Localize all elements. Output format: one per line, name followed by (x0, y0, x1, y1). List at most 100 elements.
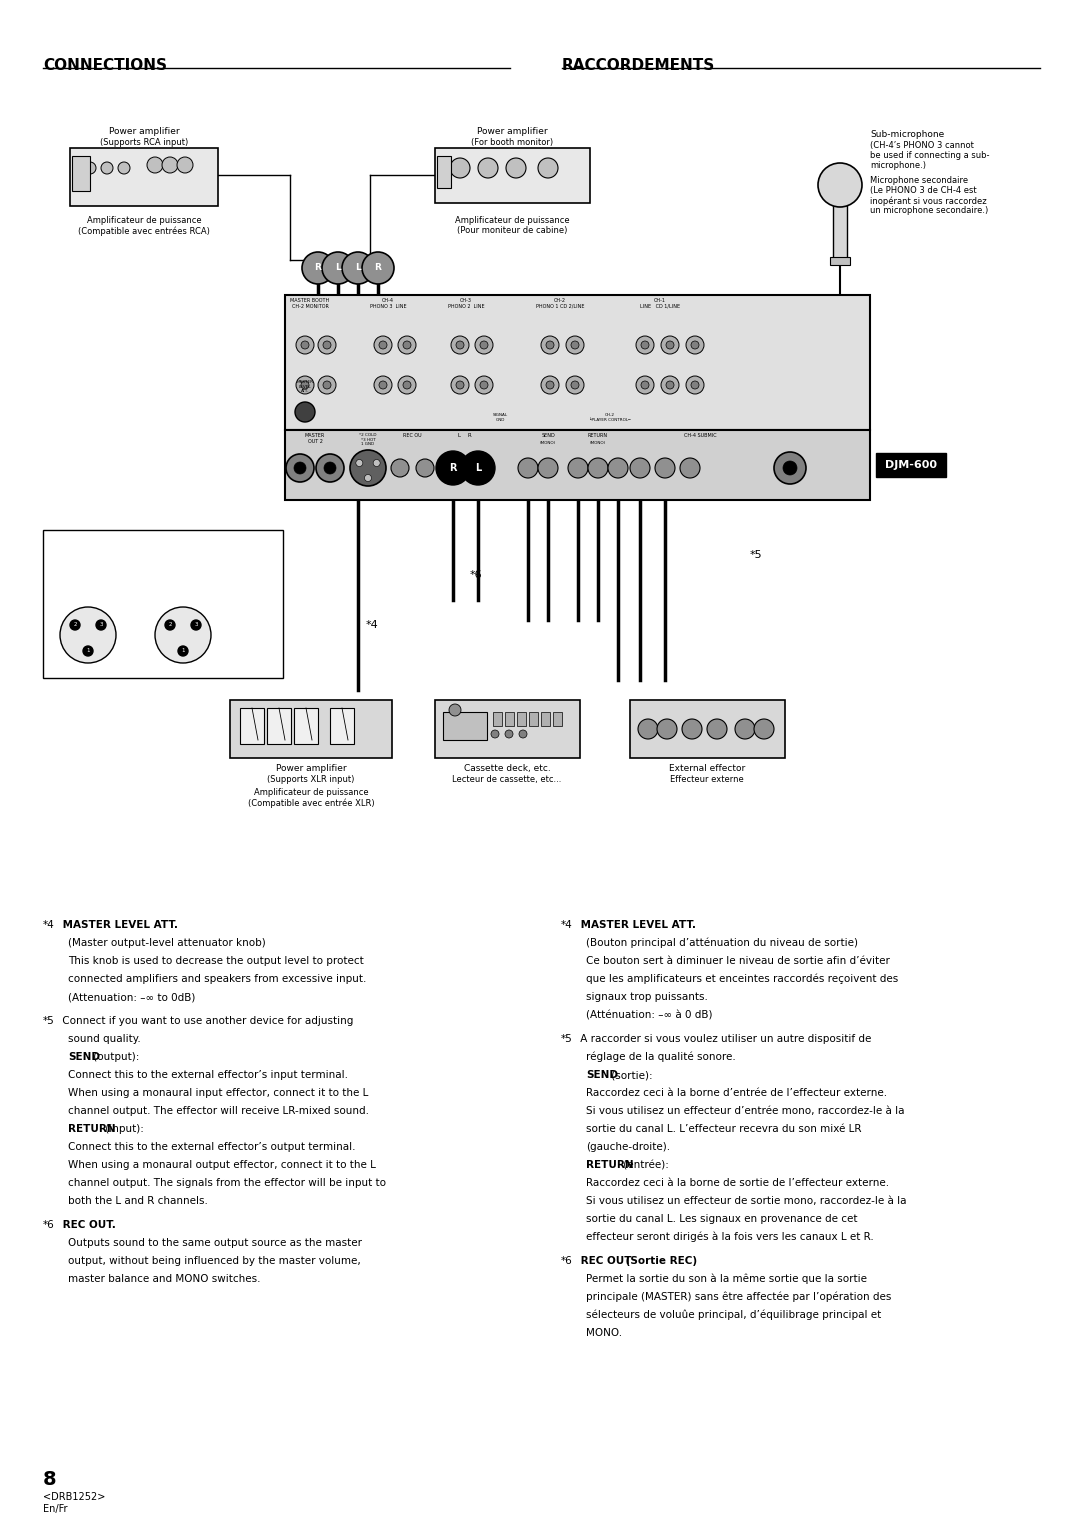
Text: GND: GND (49, 666, 68, 675)
Circle shape (686, 336, 704, 354)
Circle shape (83, 646, 93, 656)
Circle shape (302, 252, 334, 284)
Circle shape (566, 336, 584, 354)
Text: (For booth monitor): (For booth monitor) (471, 138, 553, 147)
Circle shape (449, 704, 461, 717)
Text: MASTER
OUT 2: MASTER OUT 2 (305, 432, 325, 443)
Circle shape (286, 454, 314, 481)
Text: *6: *6 (43, 1219, 55, 1230)
Text: L: L (475, 463, 481, 474)
Circle shape (355, 460, 363, 466)
Text: un microphone secondaire.): un microphone secondaire.) (870, 206, 988, 215)
Circle shape (379, 341, 387, 348)
Text: polarité de la borne XLR.: polarité de la borne XLR. (49, 575, 153, 584)
Text: Effecteur externe: Effecteur externe (670, 775, 744, 784)
Circle shape (322, 252, 354, 284)
Circle shape (566, 376, 584, 394)
Circle shape (518, 458, 538, 478)
Text: channel output. The signals from the effector will be input to: channel output. The signals from the eff… (68, 1178, 386, 1187)
Circle shape (296, 376, 314, 394)
Bar (553, 712, 562, 726)
Bar (267, 707, 291, 744)
Text: TERRE: TERRE (143, 666, 171, 675)
Text: Connect this to the external effector’s input terminal.: Connect this to the external effector’s … (68, 1070, 348, 1080)
Text: (MONO): (MONO) (540, 442, 556, 445)
Text: (Pour moniteur de cabine): (Pour moniteur de cabine) (457, 226, 567, 235)
Circle shape (568, 458, 588, 478)
Text: 3: 3 (99, 622, 103, 628)
Text: (Compatible avec entrées RCA): (Compatible avec entrées RCA) (78, 226, 210, 235)
Text: connected amplifiers and speakers from excessive input.: connected amplifiers and speakers from e… (68, 973, 366, 984)
Circle shape (391, 458, 409, 477)
Circle shape (654, 458, 675, 478)
Text: FROID (–): FROID (–) (141, 590, 180, 599)
Text: (Supports RCA input): (Supports RCA input) (99, 138, 188, 147)
Text: MONO.: MONO. (586, 1328, 622, 1339)
Text: Cassette deck, etc.: Cassette deck, etc. (463, 764, 551, 773)
Text: CH-2
PHONO 1 CD 2/LINE: CH-2 PHONO 1 CD 2/LINE (536, 298, 584, 309)
Circle shape (318, 336, 336, 354)
Text: Raccordez ceci à la borne de sortie de l’effecteur externe.: Raccordez ceci à la borne de sortie de l… (586, 1178, 889, 1187)
Circle shape (608, 458, 627, 478)
Circle shape (451, 336, 469, 354)
Circle shape (301, 341, 309, 348)
Circle shape (642, 341, 649, 348)
Text: MASTER
LEVEL
ATT.: MASTER LEVEL ATT. (297, 380, 313, 393)
Text: Amplificateur de puissance: Amplificateur de puissance (86, 215, 201, 225)
Bar (630, 700, 785, 758)
Circle shape (451, 376, 469, 394)
Circle shape (416, 458, 434, 477)
Text: microphone.): microphone.) (870, 160, 926, 170)
Circle shape (379, 380, 387, 390)
Text: REC OUT: REC OUT (577, 1256, 632, 1267)
Circle shape (505, 730, 513, 738)
Text: MASTER BOOTH
CH-2 MONITOR: MASTER BOOTH CH-2 MONITOR (291, 298, 329, 309)
Circle shape (638, 720, 658, 740)
Text: CH-2
└PLAYER CONTROL─: CH-2 └PLAYER CONTROL─ (590, 414, 631, 422)
Bar (443, 712, 487, 740)
Text: DJM-600: DJM-600 (885, 460, 937, 471)
Text: 1: 1 (86, 648, 90, 654)
Bar (43, 530, 283, 678)
Circle shape (636, 376, 654, 394)
Circle shape (480, 380, 488, 390)
Circle shape (96, 620, 106, 630)
Text: RETURN: RETURN (588, 432, 608, 439)
Text: *4: *4 (43, 920, 55, 931)
Bar (330, 707, 354, 744)
Text: *5: *5 (43, 1016, 55, 1025)
Text: (Bouton principal d’atténuation du niveau de sortie): (Bouton principal d’atténuation du nivea… (586, 938, 858, 949)
Bar (876, 452, 946, 477)
Circle shape (636, 336, 654, 354)
Circle shape (666, 341, 674, 348)
Circle shape (735, 720, 755, 740)
Text: RACCORDEMENTS: RACCORDEMENTS (562, 58, 715, 73)
Text: sélecteurs de voluûe principal, d’équilibrage principal et: sélecteurs de voluûe principal, d’équili… (586, 1309, 881, 1320)
Circle shape (177, 157, 193, 173)
Text: CH-3
PHONO 2  LINE: CH-3 PHONO 2 LINE (448, 298, 484, 309)
Bar (435, 700, 580, 758)
Circle shape (571, 341, 579, 348)
Circle shape (475, 336, 492, 354)
Text: Si vous utilisez un effecteur d’entrée mono, raccordez-le à la: Si vous utilisez un effecteur d’entrée m… (586, 1106, 905, 1115)
Text: sortie du canal L. Les signaux en provenance de cet: sortie du canal L. Les signaux en proven… (586, 1215, 858, 1224)
Text: *5: *5 (561, 1034, 572, 1044)
Text: Si vous utilisez un effecteur de sortie mono, raccordez-le à la: Si vous utilisez un effecteur de sortie … (586, 1196, 906, 1206)
Text: effecteur seront dirigés à la fois vers les canaux L et R.: effecteur seront dirigés à la fois vers … (586, 1232, 874, 1242)
Circle shape (295, 402, 315, 422)
Circle shape (480, 341, 488, 348)
Bar (529, 712, 538, 726)
Circle shape (70, 620, 80, 630)
Bar (72, 156, 90, 191)
Text: Power amplifier: Power amplifier (476, 127, 548, 136)
Text: Raccordez ceci à la borne d’entrée de l’effecteur externe.: Raccordez ceci à la borne d’entrée de l’… (586, 1088, 887, 1099)
Circle shape (399, 376, 416, 394)
Circle shape (316, 454, 345, 481)
Bar (517, 712, 526, 726)
Circle shape (118, 162, 130, 174)
Circle shape (691, 380, 699, 390)
Text: *4: *4 (561, 920, 572, 931)
Text: channel output. The effector will receive LR-mixed sound.: channel output. The effector will receiv… (68, 1106, 369, 1115)
Text: (Supports XLR input): (Supports XLR input) (268, 775, 354, 784)
Circle shape (374, 460, 380, 466)
